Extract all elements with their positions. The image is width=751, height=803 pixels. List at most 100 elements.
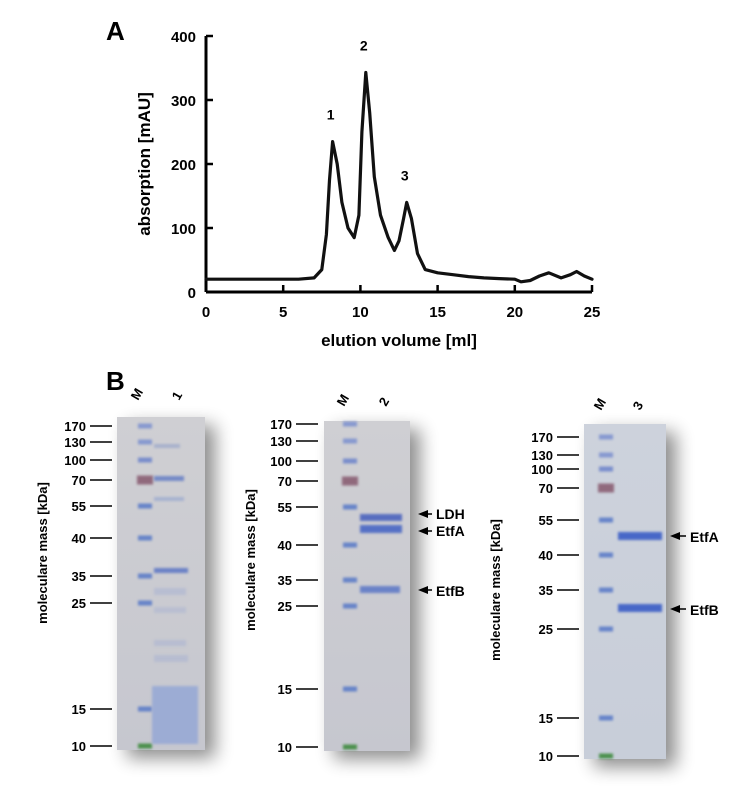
marker-label-10: 10 (539, 749, 553, 764)
gel-1: moleculare mass [kDa] M 1 (35, 386, 205, 750)
band (154, 655, 188, 662)
gel-3-lane-m: M (591, 396, 609, 413)
gel-3: moleculare mass [kDa] M 3 EtfA EtfB (488, 396, 719, 759)
x-tick-label: 10 (352, 304, 369, 321)
y-tick-label: 100 (171, 221, 196, 238)
label-etfa: EtfA (436, 523, 465, 539)
gel-2-lane-2-bands (360, 514, 402, 593)
gel-2-annotations: LDH EtfA EtfB (418, 506, 465, 599)
ladder-band (343, 438, 357, 444)
x-axis-title: elution volume [ml] (321, 331, 477, 350)
ladder-band (138, 706, 152, 712)
ladder-band (599, 626, 613, 632)
ladder-band (599, 552, 613, 558)
band-etfb (360, 586, 400, 593)
band-etfa (360, 525, 402, 533)
gel-3-lane-3: 3 (630, 399, 647, 413)
band (154, 568, 188, 573)
ladder-band (342, 476, 358, 486)
ladder-band (598, 483, 614, 493)
label-ldh: LDH (436, 506, 465, 522)
y-tick-label: 0 (188, 285, 196, 302)
ladder-band (343, 577, 357, 583)
marker-label-70: 70 (72, 473, 86, 488)
marker-label-35: 35 (278, 573, 292, 588)
arrow-icon (670, 532, 680, 540)
marker-label-35: 35 (72, 569, 86, 584)
label-etfa: EtfA (690, 529, 719, 545)
band (154, 444, 180, 448)
ladder-band (599, 587, 613, 593)
marker-label-100: 100 (64, 453, 86, 468)
ladder-band (138, 573, 152, 579)
peak-label-1: 1 (327, 107, 335, 123)
gel-3-annotations: EtfA EtfB (670, 529, 719, 618)
marker-label-25: 25 (72, 596, 86, 611)
marker-label-40: 40 (539, 548, 553, 563)
marker-label-35: 35 (539, 583, 553, 598)
arrow-icon (418, 510, 428, 518)
marker-label-170: 170 (270, 417, 292, 432)
ladder-band (138, 600, 152, 606)
marker-label-170: 170 (64, 419, 86, 434)
ladder-band (138, 743, 152, 749)
ladder-band (343, 686, 357, 692)
ladder-band (343, 542, 357, 548)
panel-a-label: A (106, 16, 125, 46)
marker-label-40: 40 (72, 531, 86, 546)
gel-2: moleculare mass [kDa] M 2 LDH EtfA EtfB (243, 392, 465, 751)
marker-label-70: 70 (278, 474, 292, 489)
band-etfb (618, 604, 662, 612)
ladder-band (599, 517, 613, 523)
arrow-icon (418, 586, 428, 594)
gel-3-ylabel: moleculare mass [kDa] (488, 519, 503, 661)
absorption-trace (204, 70, 594, 284)
marker-label-170: 170 (531, 430, 553, 445)
x-tick-label: 0 (202, 304, 210, 321)
band-etfa (618, 532, 662, 540)
x-tick-label: 15 (429, 304, 446, 321)
peak-label-3: 3 (401, 167, 409, 183)
ladder-band (343, 458, 357, 464)
gel-1-lane-1: 1 (169, 389, 186, 403)
arrow-icon (670, 605, 680, 613)
marker-label-10: 10 (72, 739, 86, 754)
label-etfb: EtfB (690, 602, 719, 618)
band (154, 607, 186, 613)
ladder-band (138, 439, 152, 445)
y-axis-title: absorption [mAU] (135, 92, 154, 236)
ladder-band (343, 421, 357, 427)
ladder-band (138, 423, 152, 429)
marker-label-100: 100 (270, 454, 292, 469)
peak-label-2: 2 (360, 37, 368, 53)
y-tick-label: 200 (171, 157, 196, 174)
gel-2-lane-m: M (334, 392, 352, 409)
arrow-icon (418, 527, 428, 535)
marker-label-70: 70 (539, 481, 553, 496)
gel-2-lane-2: 2 (376, 395, 393, 409)
label-etfb: EtfB (436, 583, 465, 599)
gel-3-slab (584, 424, 666, 759)
marker-label-10: 10 (278, 740, 292, 755)
ladder-band (599, 715, 613, 721)
ladder-band (137, 475, 153, 485)
ladder-band (343, 504, 357, 510)
ladder-band (599, 434, 613, 440)
low-mw-smear (152, 686, 198, 744)
gel-1-lane-1-bands (152, 444, 198, 744)
band (154, 588, 186, 595)
marker-label-130: 130 (531, 448, 553, 463)
x-tick-label: 25 (584, 304, 601, 321)
gel-1-ylabel: moleculare mass [kDa] (35, 482, 50, 624)
ladder-band (599, 466, 613, 472)
marker-label-55: 55 (278, 500, 292, 515)
marker-label-25: 25 (278, 599, 292, 614)
panel-b-label: B (106, 366, 125, 396)
band (154, 497, 184, 501)
marker-label-130: 130 (270, 434, 292, 449)
gel-2-ylabel: moleculare mass [kDa] (243, 489, 258, 631)
band (154, 476, 184, 481)
ladder-band (599, 753, 613, 759)
marker-label-55: 55 (72, 499, 86, 514)
